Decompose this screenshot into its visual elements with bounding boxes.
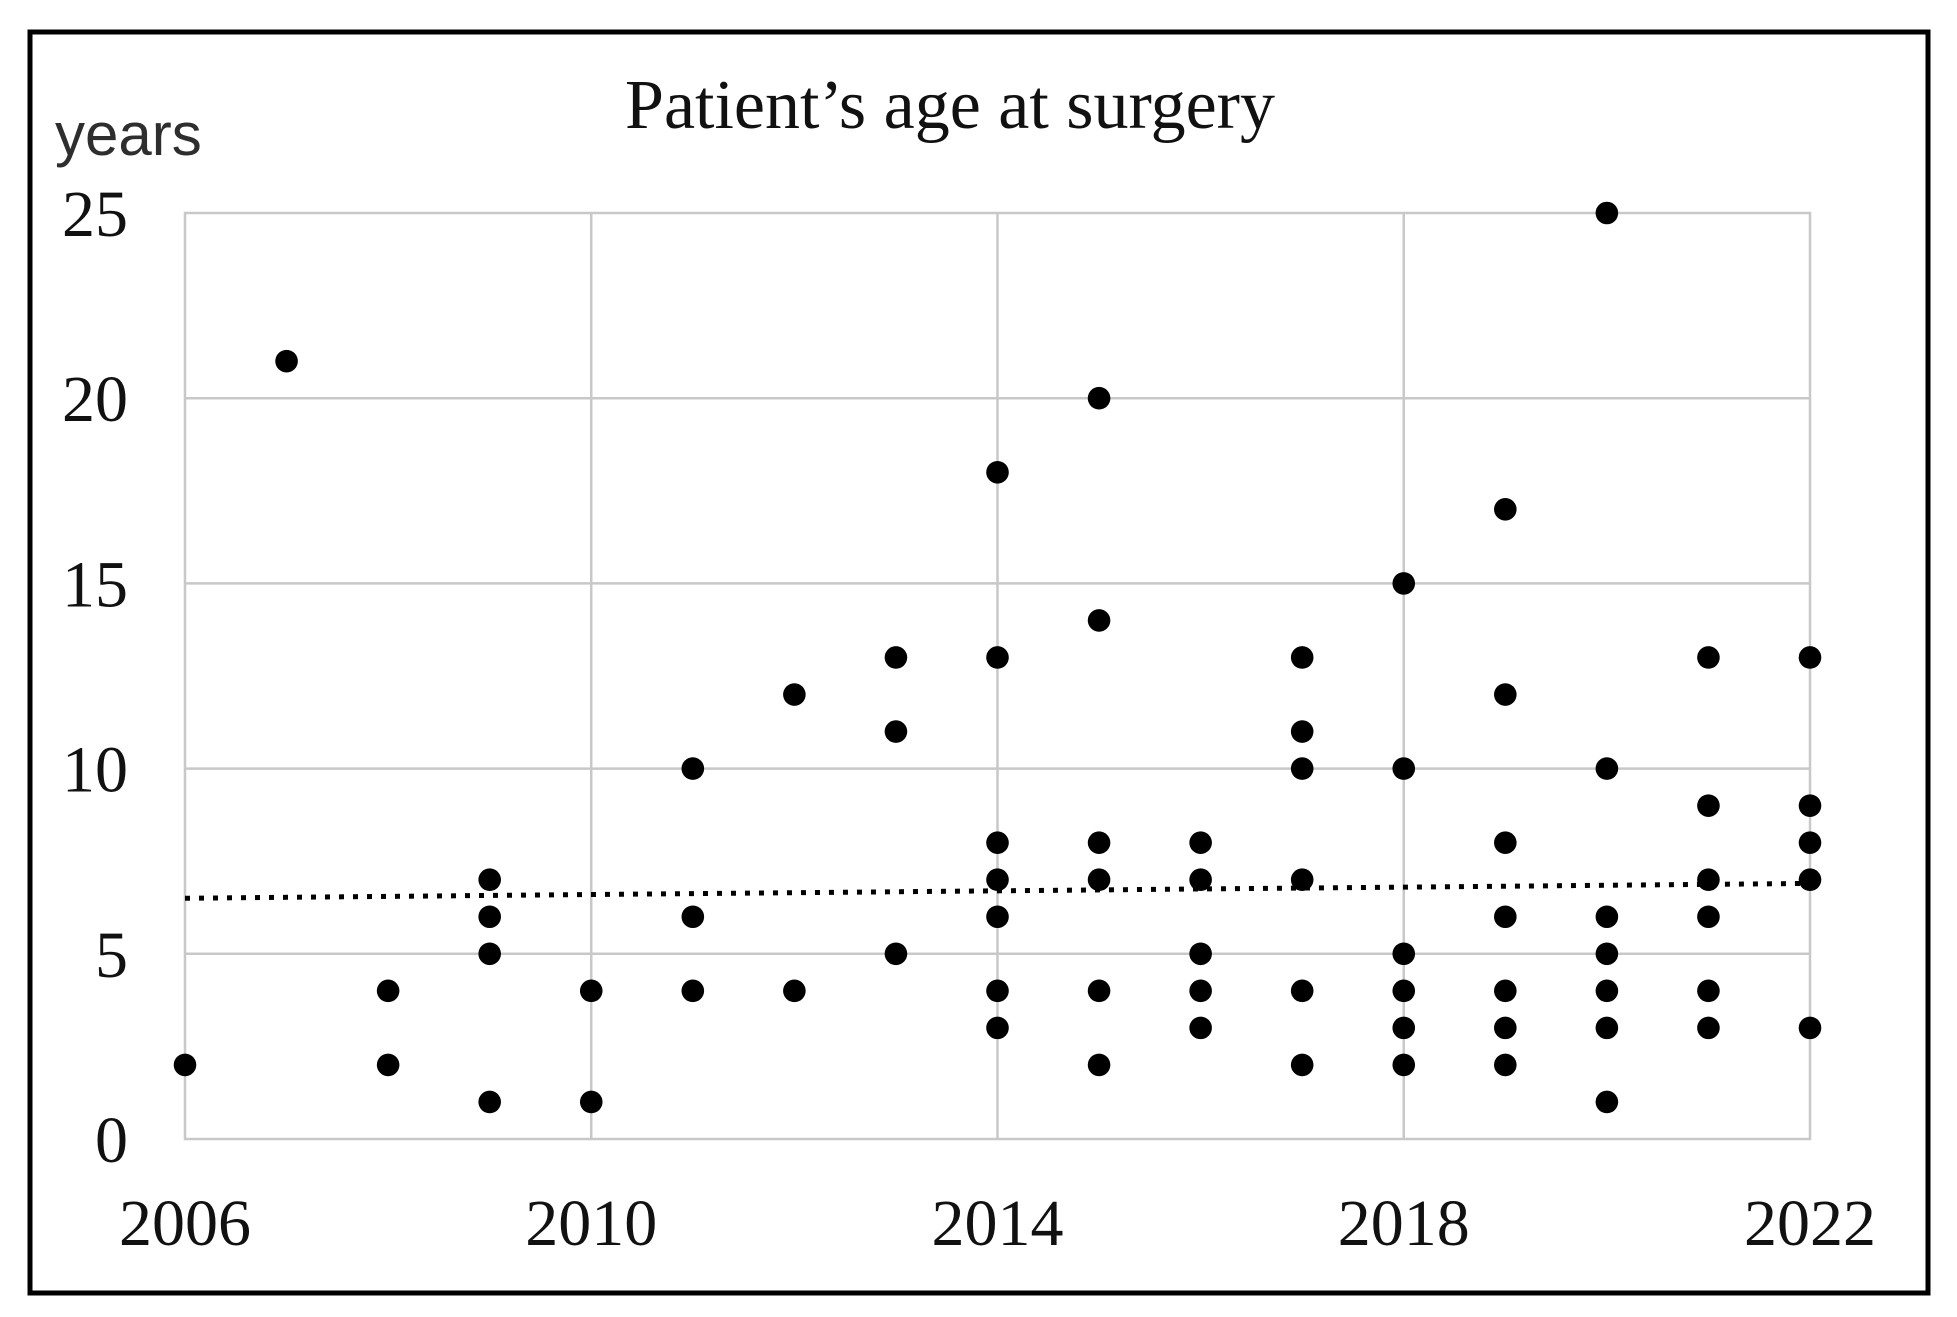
x-tick-label: 2014: [932, 1187, 1064, 1260]
data-point: [1494, 905, 1517, 929]
data-point: [275, 349, 298, 373]
data-point: [1595, 1016, 1619, 1040]
data-point: [1189, 1016, 1212, 1040]
data-point: [986, 979, 1009, 1003]
data-point: [1392, 757, 1416, 780]
data-point: [1392, 1016, 1416, 1040]
data-point: [1189, 979, 1212, 1003]
x-tick-label: 2010: [525, 1187, 657, 1260]
data-point: [1595, 1090, 1619, 1114]
data-point: [1392, 1053, 1416, 1077]
data-point: [1697, 979, 1720, 1003]
data-point: [783, 683, 806, 706]
data-point: [579, 979, 603, 1003]
chart-title: Patient’s age at surgery: [625, 67, 1275, 144]
data-point: [1595, 201, 1619, 225]
x-axis-tick-labels: 2006 2010 2014 2018 2022: [119, 1187, 1876, 1260]
data-point: [1087, 868, 1111, 892]
data-point: [478, 868, 501, 892]
data-point: [1697, 794, 1720, 817]
figure-border: [27, 29, 1931, 1296]
data-point: [681, 979, 705, 1003]
data-point: [1494, 831, 1517, 854]
data-point: [1697, 868, 1720, 892]
data-point: [1087, 386, 1111, 410]
data-point: [884, 942, 908, 966]
data-point: [1189, 831, 1212, 854]
data-point: [1087, 609, 1111, 632]
data-point: [1595, 905, 1619, 929]
data-point: [1798, 646, 1822, 669]
data-point: [1798, 1016, 1822, 1040]
data-point: [1494, 1016, 1517, 1040]
data-point: [1290, 646, 1314, 669]
data-point: [986, 831, 1009, 854]
data-point: [1697, 905, 1720, 929]
data-point: [1494, 498, 1517, 521]
data-point: [1494, 979, 1517, 1003]
y-axis-unit-label: years: [55, 101, 202, 168]
data-point: [1697, 1016, 1720, 1040]
data-point: [1595, 942, 1619, 966]
data-point: [173, 1053, 197, 1077]
x-tick-label: 2006: [119, 1187, 251, 1260]
plot-area-border: [183, 211, 1812, 1141]
data-point: [1087, 979, 1111, 1003]
data-point: [1494, 683, 1517, 706]
data-point: [681, 757, 705, 780]
data-point: [1798, 831, 1822, 854]
y-tick-label: 25: [62, 178, 128, 251]
y-tick-label: 15: [62, 548, 128, 621]
data-point: [1087, 1053, 1111, 1077]
data-point: [1392, 572, 1416, 595]
data-point: [1798, 868, 1822, 892]
data-point: [783, 979, 806, 1003]
x-tick-label: 2022: [1744, 1187, 1876, 1260]
data-point: [986, 905, 1009, 929]
y-tick-label: 20: [62, 363, 128, 436]
data-point: [1290, 1053, 1314, 1077]
data-point: [1290, 868, 1314, 892]
data-point: [986, 1016, 1009, 1040]
data-point: [884, 646, 908, 669]
data-point: [1392, 942, 1416, 966]
data-point: [1189, 942, 1212, 966]
data-point: [1494, 1053, 1517, 1077]
data-point: [579, 1090, 603, 1114]
data-point: [1290, 979, 1314, 1003]
data-point: [986, 868, 1009, 892]
data-point: [478, 905, 501, 929]
data-point: [1595, 979, 1619, 1003]
y-tick-label: 10: [62, 734, 128, 807]
data-points: [173, 201, 1822, 1114]
data-point: [1798, 794, 1822, 817]
data-point: [986, 646, 1009, 669]
data-point: [1595, 757, 1619, 780]
data-point: [884, 720, 908, 743]
y-tick-label: 0: [95, 1104, 128, 1177]
data-point: [681, 905, 705, 929]
data-point: [1697, 646, 1720, 669]
data-point: [376, 979, 400, 1003]
data-point: [478, 1090, 501, 1114]
data-point: [376, 1053, 400, 1077]
data-point: [478, 942, 501, 966]
data-point: [1290, 720, 1314, 743]
data-point: [1087, 831, 1111, 854]
x-tick-label: 2018: [1338, 1187, 1470, 1260]
y-axis-tick-labels: 0 5 10 15 20 25: [62, 178, 128, 1177]
data-point: [1290, 757, 1314, 780]
y-tick-label: 5: [95, 919, 128, 992]
data-point: [1392, 979, 1416, 1003]
data-point: [986, 460, 1009, 484]
data-point: [1189, 868, 1212, 892]
